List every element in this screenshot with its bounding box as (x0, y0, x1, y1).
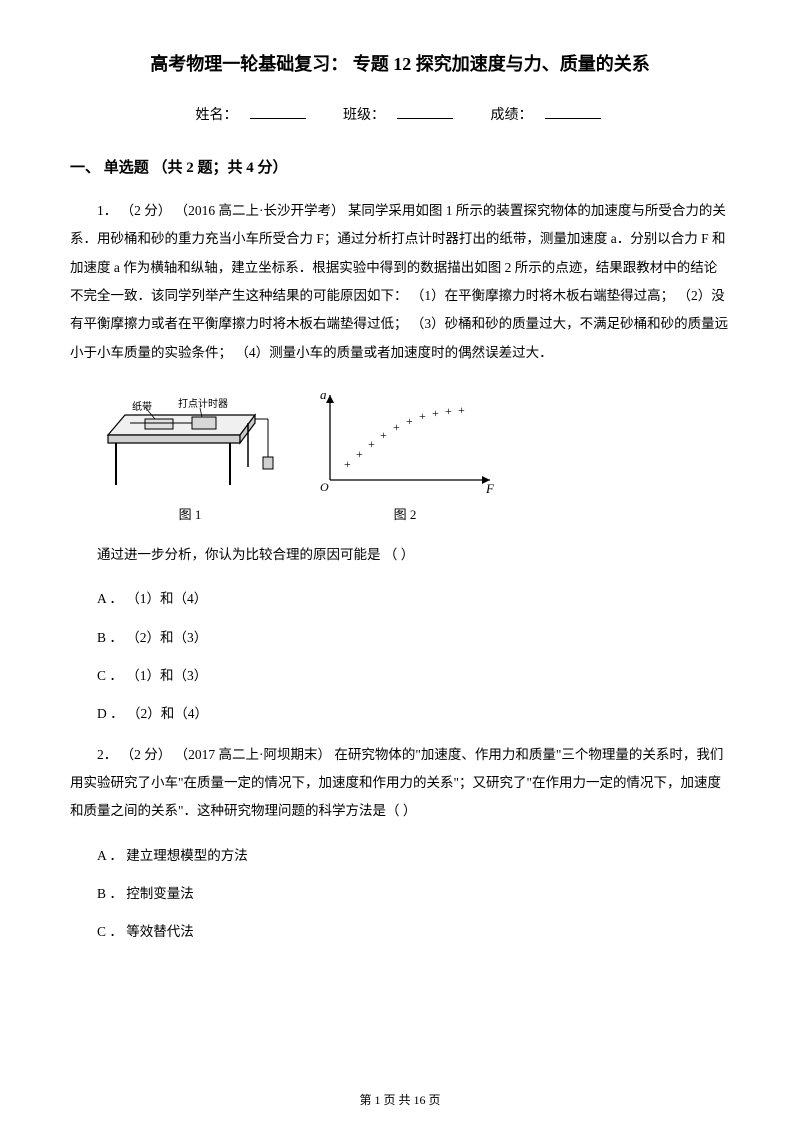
q2-option-a: A ． 建立理想模型的方法 (97, 844, 730, 868)
figure-2-caption: 图 2 (310, 504, 500, 523)
figure-1: 纸带 打点计时器 图 1 (100, 385, 280, 523)
y-axis-label: a (320, 387, 327, 402)
q2-option-b: B ． 控制变量法 (97, 882, 730, 906)
q1-option-d: D ． （2）和（4） (97, 702, 730, 726)
timer-label: 打点计时器 (178, 397, 228, 410)
figures-row: 纸带 打点计时器 图 1 a F O + + + + + + + + (100, 385, 730, 523)
scatter-chart: a F O + + + + + + + + + + (310, 385, 500, 495)
name-label: 姓名： (196, 108, 238, 123)
svg-text:+: + (380, 428, 387, 442)
figure-1-caption: 图 1 (100, 504, 280, 523)
svg-text:+: + (432, 406, 439, 420)
origin-label: O (320, 480, 329, 494)
svg-text:+: + (419, 409, 426, 423)
apparatus-diagram: 纸带 打点计时器 (100, 385, 280, 495)
x-axis-label: F (485, 481, 495, 495)
q1-option-a: A ． （1）和（4） (97, 587, 730, 611)
question-1-stem: 1． （2 分） （2016 高二上·长沙开学考） 某同学采用如图 1 所示的装… (70, 197, 730, 367)
svg-text:+: + (344, 457, 351, 471)
document-title: 高考物理一轮基础复习： 专题 12 探究加速度与力、质量的关系 (70, 50, 730, 76)
score-label: 成绩： (491, 108, 533, 123)
q1-option-b: B ． （2）和（3） (97, 626, 730, 650)
svg-text:+: + (406, 414, 413, 428)
tape-label: 纸带 (132, 400, 152, 413)
name-blank (250, 118, 306, 119)
figure-2: a F O + + + + + + + + + + 图 2 (310, 385, 500, 523)
svg-text:+: + (458, 403, 465, 417)
q2-option-c: C ． 等效替代法 (97, 920, 730, 944)
svg-text:+: + (368, 437, 375, 451)
question-2-stem: 2． （2 分） （2017 高二上·阿坝期末） 在研究物体的"加速度、作用力和… (70, 741, 730, 826)
q1-option-c: C ． （1）和（3） (97, 664, 730, 688)
score-blank (545, 118, 601, 119)
student-info-line: 姓名： 班级： 成绩： (70, 104, 730, 124)
svg-text:+: + (445, 404, 452, 418)
svg-text:+: + (393, 420, 400, 434)
question-1-prompt: 通过进一步分析，你认为比较合理的原因可能是 （ ） (70, 541, 730, 569)
class-label: 班级： (343, 108, 385, 123)
page-footer: 第 1 页 共 16 页 (0, 1091, 800, 1108)
class-blank (397, 118, 453, 119)
svg-text:+: + (356, 447, 363, 461)
section-1-heading: 一、 单选题 （共 2 题；共 4 分） (70, 156, 730, 177)
